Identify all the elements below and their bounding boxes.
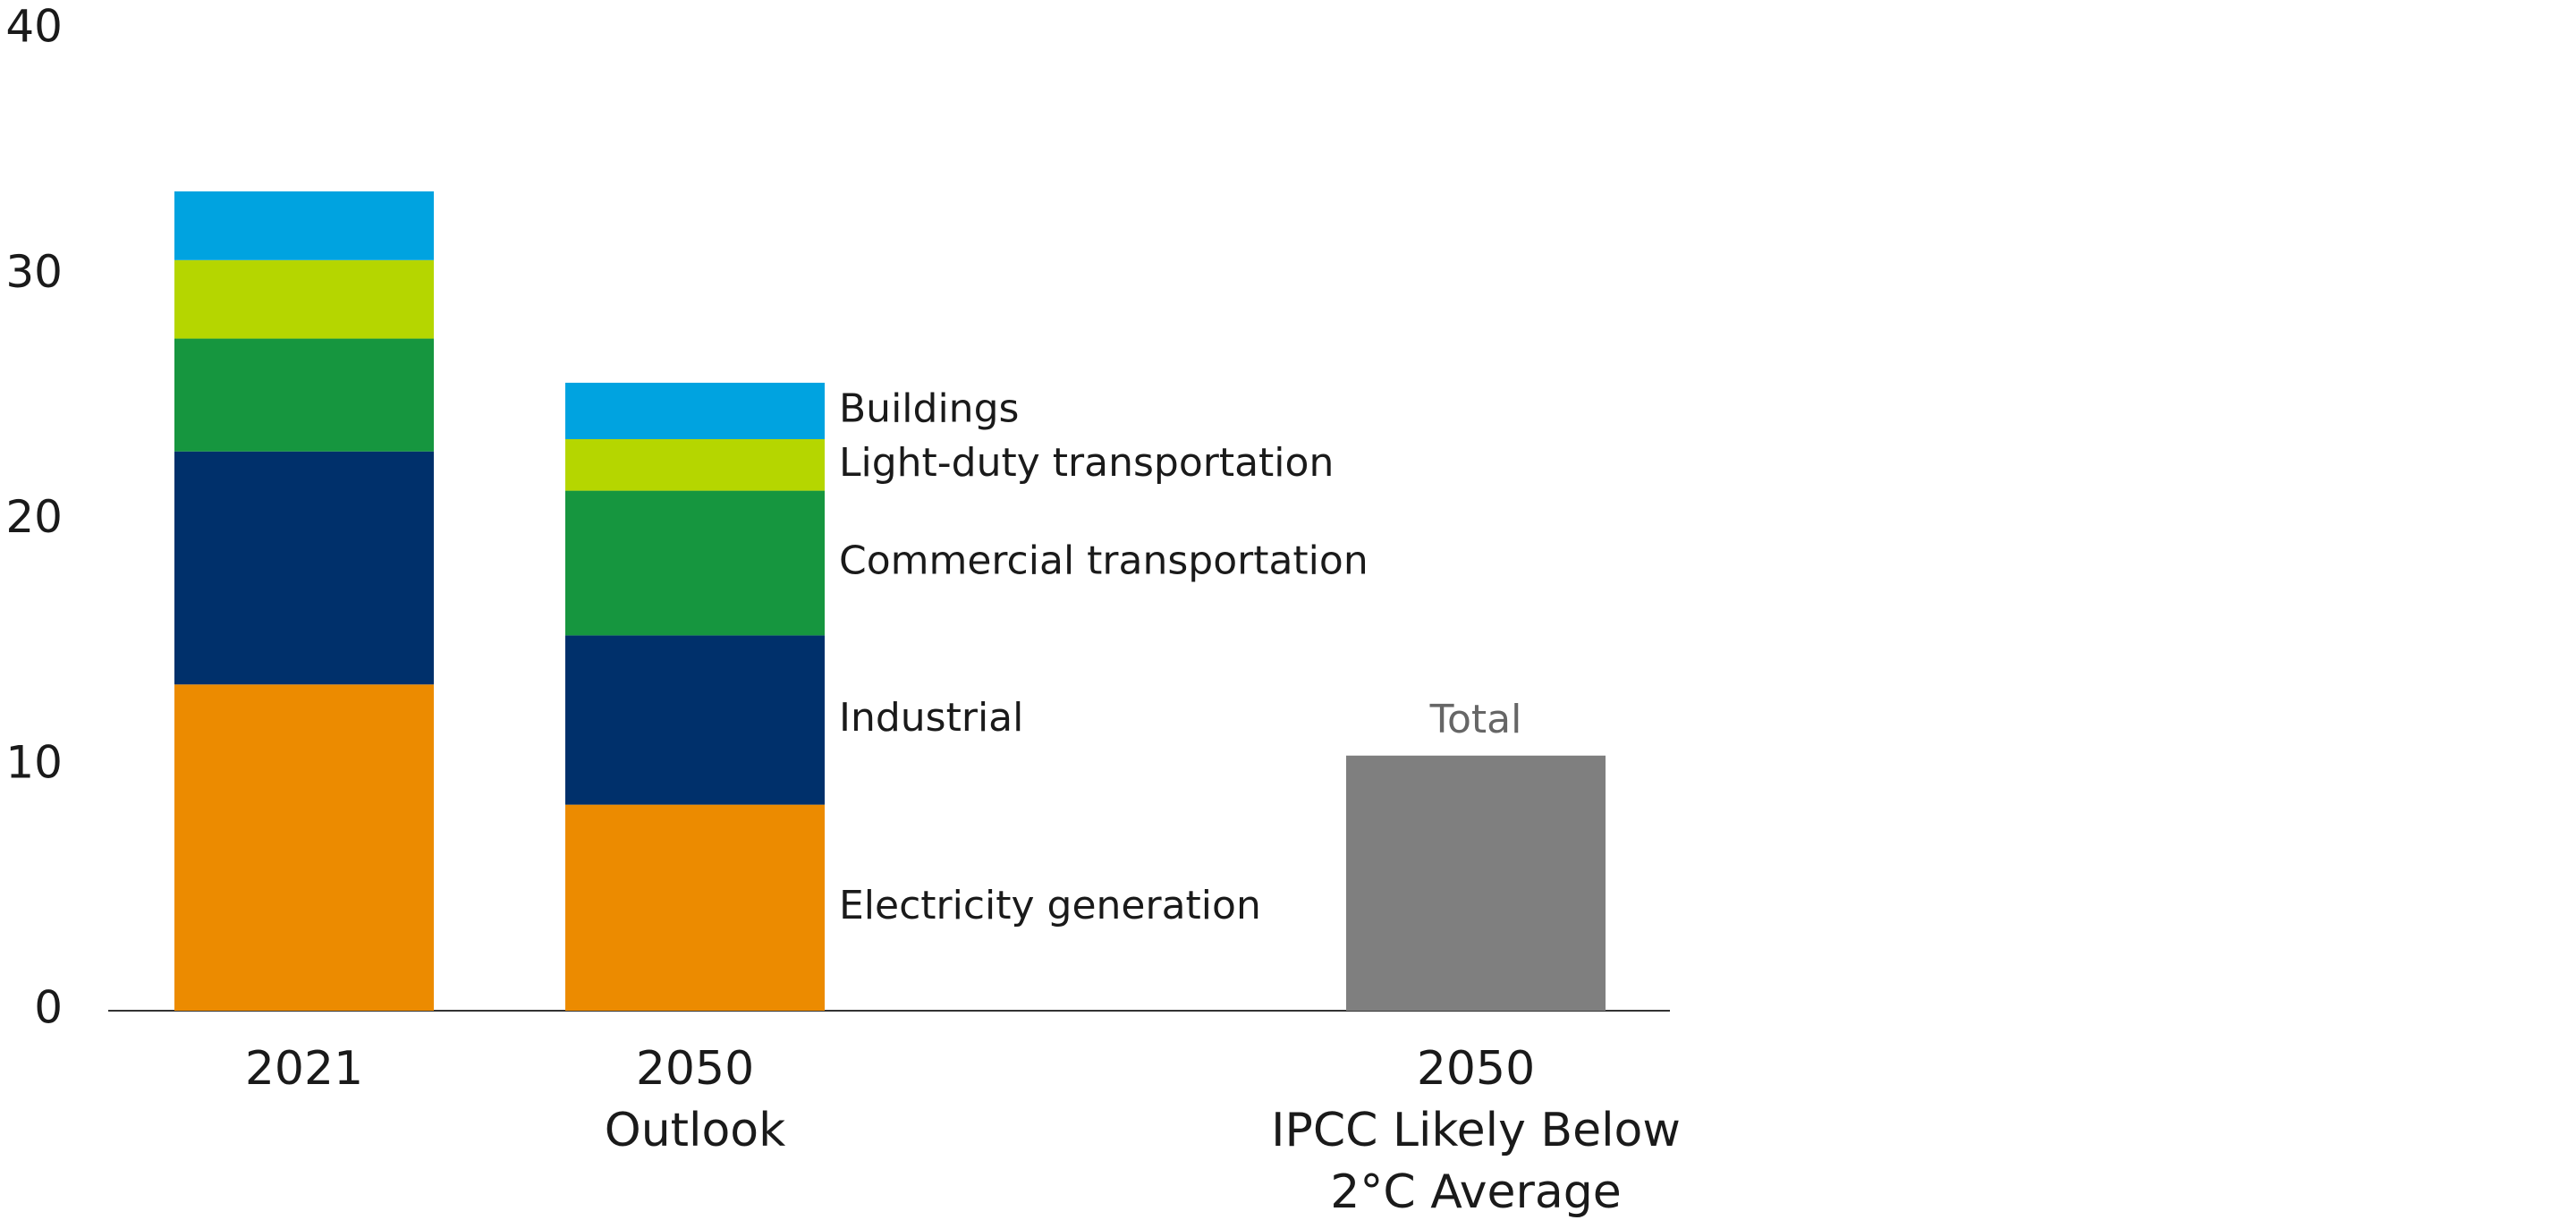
bar-segment — [565, 438, 825, 491]
bar-segment — [174, 259, 434, 339]
x-tick-label: 2050 — [636, 1042, 754, 1096]
y-tick-label: 0 — [34, 982, 63, 1034]
legend-label: Total — [1429, 697, 1522, 742]
bar-segment — [1346, 755, 1606, 1011]
bar-segment — [174, 684, 434, 1011]
legend-label: Buildings — [839, 385, 1019, 431]
x-tick-label: IPCC Likely Below — [1271, 1104, 1681, 1157]
x-tick-label: Outlook — [605, 1104, 785, 1157]
y-tick-label: 10 — [5, 736, 63, 788]
x-tick-label: 2°C Average — [1330, 1165, 1621, 1219]
legend-label: Industrial — [839, 695, 1023, 741]
x-tick-label: 2050 — [1417, 1042, 1535, 1096]
bar-segment — [565, 804, 825, 1011]
bar-segment — [174, 451, 434, 685]
y-tick-label: 30 — [5, 246, 63, 298]
bar-segment — [174, 338, 434, 452]
x-tick-label: 2021 — [245, 1042, 363, 1096]
y-tick-label: 20 — [5, 491, 63, 543]
legend-label: Electricity generation — [839, 883, 1261, 928]
bar-segment — [174, 191, 434, 260]
y-tick-label: 40 — [5, 1, 63, 53]
bar-segment — [565, 382, 825, 439]
legend-label: Light-duty transportation — [839, 440, 1334, 486]
bar-segment — [565, 635, 825, 805]
legend-label: Commercial transportation — [839, 538, 1368, 583]
bar-segment — [565, 490, 825, 636]
